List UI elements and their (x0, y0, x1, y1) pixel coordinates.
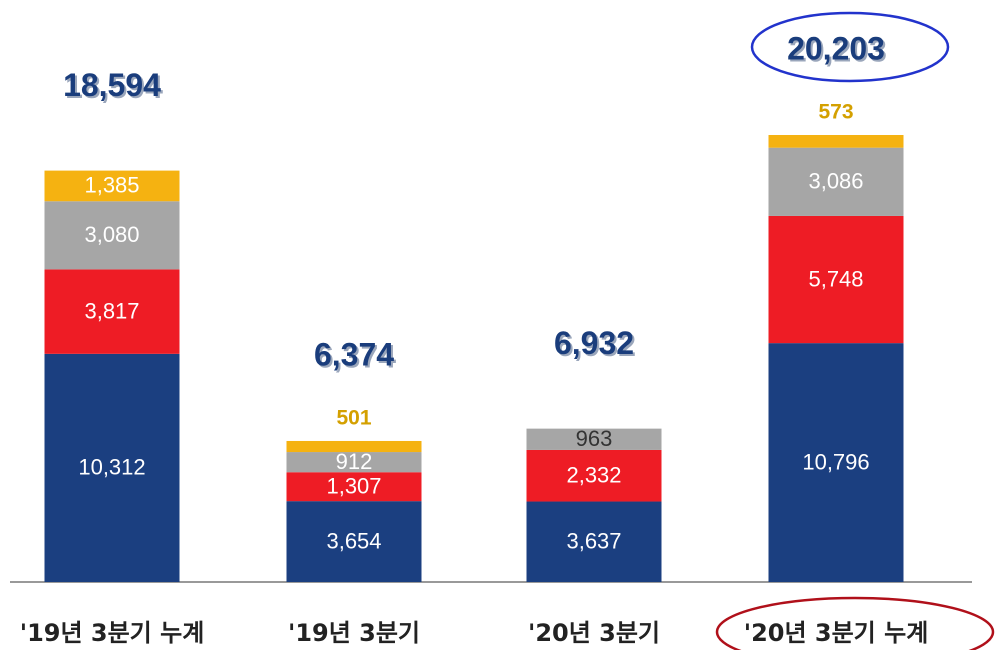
x-tick-label: '20년 3분기 (528, 619, 660, 647)
bar-segment (44, 269, 180, 354)
x-tick-label: '20년 3분기 누계 (744, 619, 929, 647)
data-label: 1,307 (326, 474, 381, 499)
x-tick-label: '19년 3분기 (288, 619, 420, 647)
data-label: 912 (336, 449, 373, 474)
data-label: 3,817 (84, 298, 139, 323)
bar-segment (286, 472, 422, 502)
bar-segment (44, 353, 180, 582)
bar-segment (44, 201, 180, 270)
bar-segment (526, 501, 662, 582)
total-label: 20,203 (787, 30, 885, 66)
total-label: 6,932 (556, 327, 636, 363)
data-label: 10,312 (78, 455, 145, 480)
data-label: 2,332 (566, 463, 621, 488)
bar-segment (286, 440, 422, 453)
total-label: 18,594 (63, 67, 161, 103)
bar-segment (526, 428, 662, 450)
total-label: 20,203 (789, 32, 887, 68)
data-label: 10,796 (802, 449, 869, 474)
total-label: 6,932 (554, 325, 634, 361)
bar-segment (768, 343, 904, 582)
bar-segment (526, 449, 662, 502)
total-label: 18,594 (65, 69, 163, 105)
data-label: 3,654 (326, 528, 381, 553)
highlight-category (715, 596, 995, 650)
data-label: 1,385 (84, 173, 139, 198)
bar-segment (44, 170, 180, 202)
bar-segment (768, 147, 904, 216)
total-label: 6,374 (314, 336, 394, 372)
data-label: 5,748 (808, 266, 863, 291)
bar-segment (286, 452, 422, 473)
data-label: 3,080 (84, 222, 139, 247)
data-label: 573 (818, 101, 853, 124)
data-label: 3,637 (566, 529, 621, 554)
x-tick-label: '19년 3분기 누계 (20, 619, 205, 647)
bar-segment (768, 135, 904, 148)
data-label: 963 (576, 426, 613, 451)
data-label: 501 (336, 407, 371, 430)
total-label: 6,374 (316, 338, 396, 374)
bar-segment (286, 501, 422, 582)
highlight-total (750, 11, 950, 83)
bar-segment (768, 215, 904, 344)
data-label: 3,086 (808, 169, 863, 194)
